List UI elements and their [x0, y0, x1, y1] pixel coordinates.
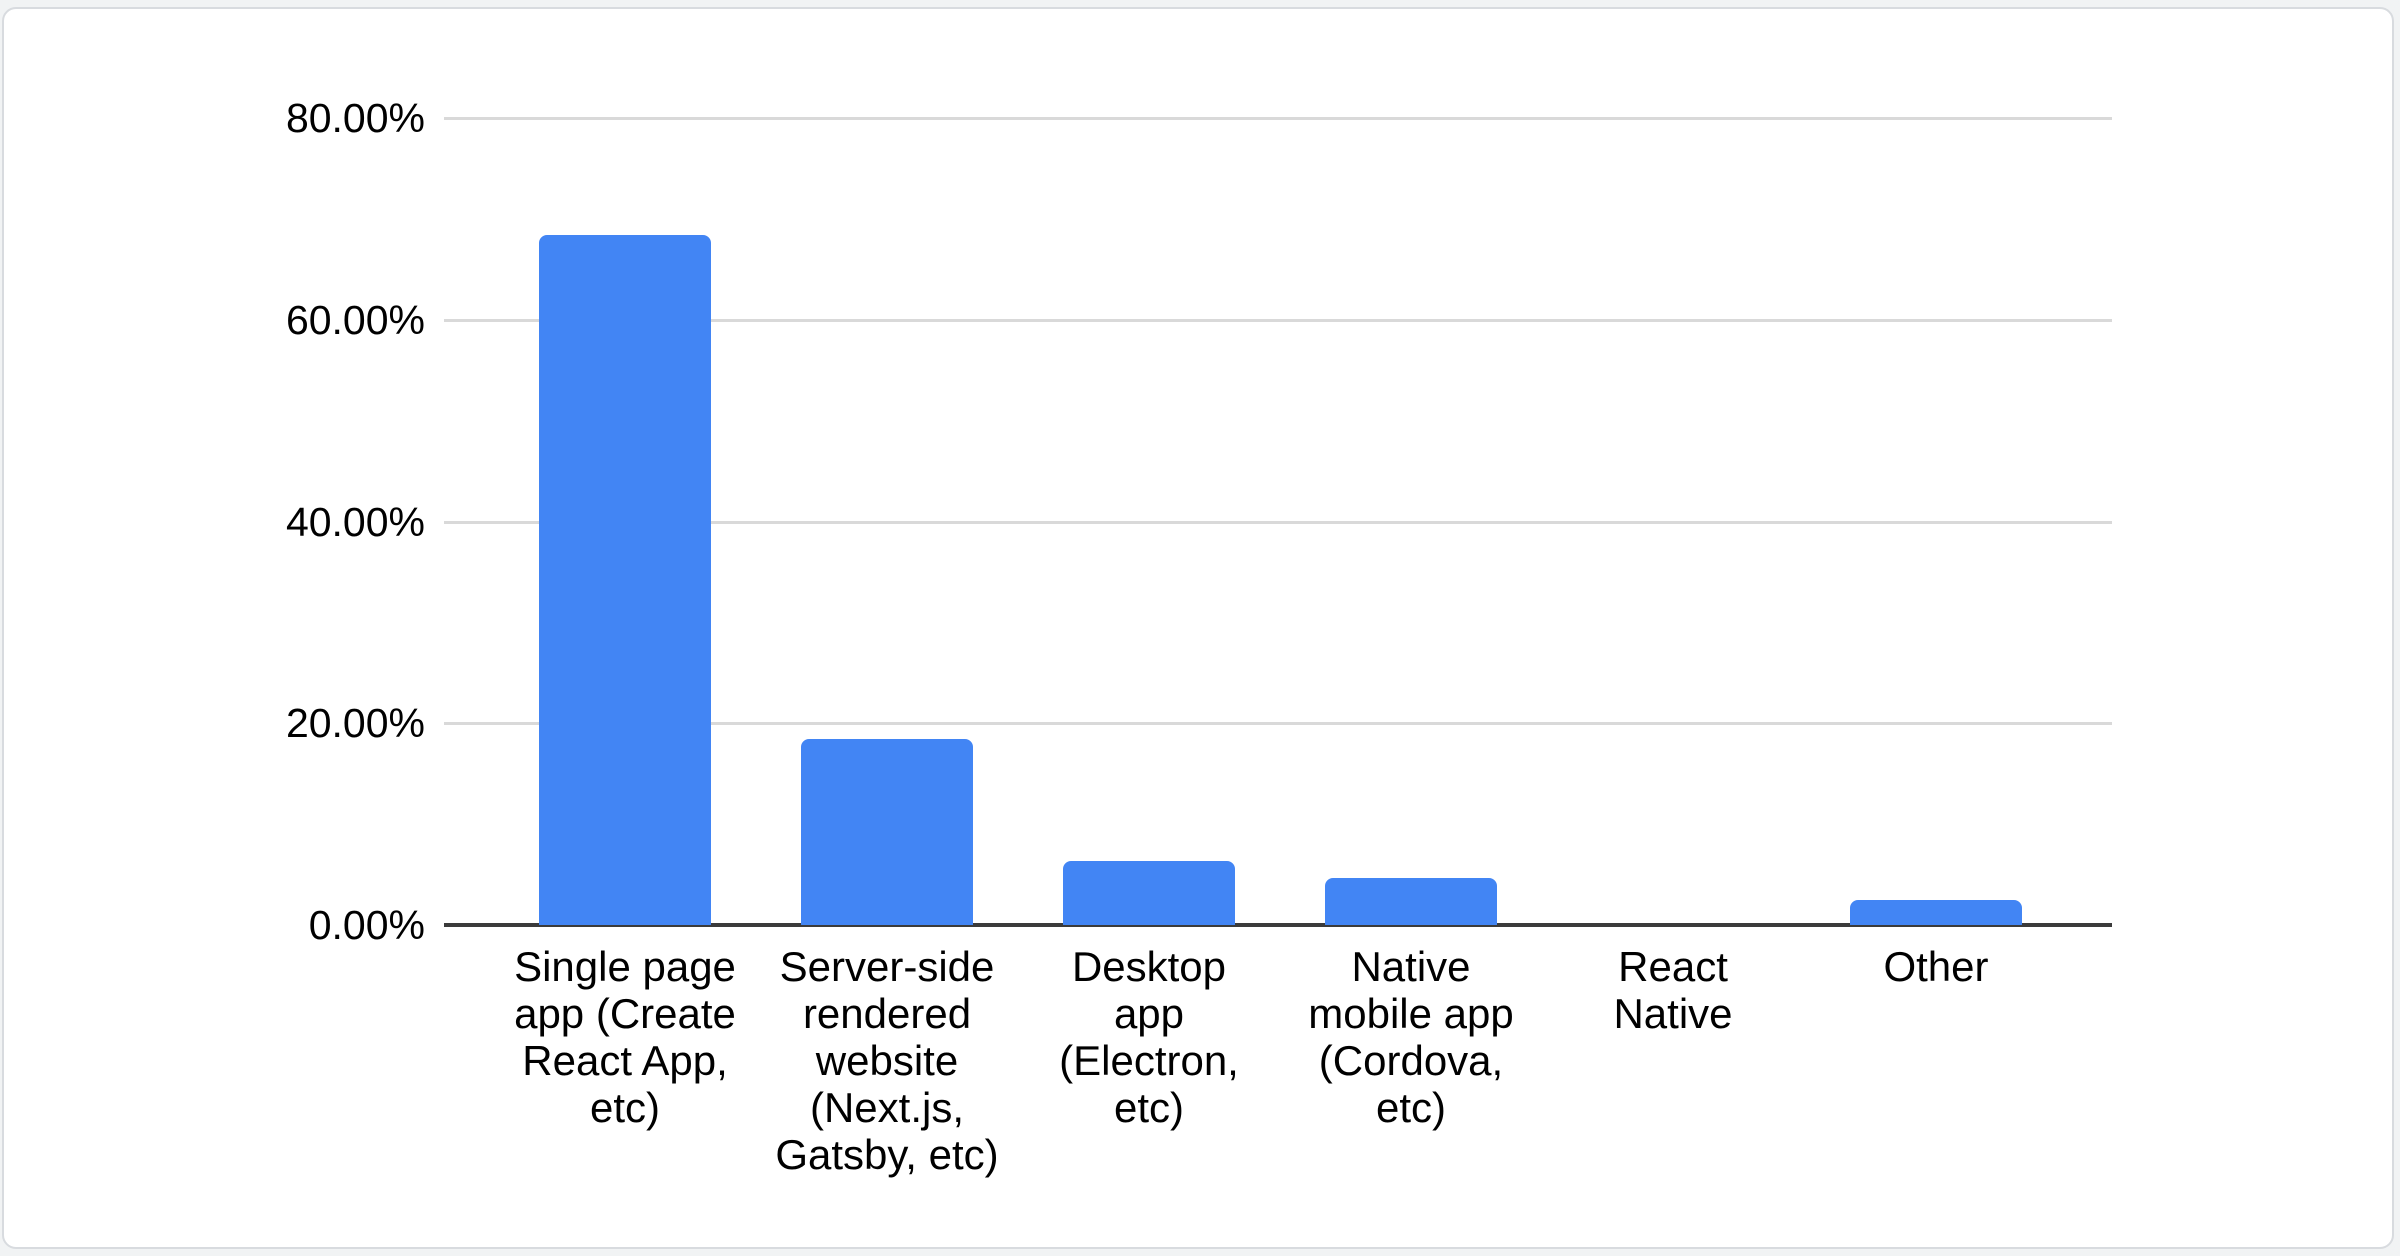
- bar[interactable]: [1063, 861, 1235, 925]
- gridline: [444, 722, 2112, 726]
- y-axis-tick-label: 0.00%: [308, 902, 425, 948]
- y-axis-tick-label: 60.00%: [285, 296, 425, 343]
- bar[interactable]: [1325, 878, 1497, 925]
- gridline: [444, 318, 2112, 322]
- y-axis-tick-label: 20.00%: [285, 700, 425, 747]
- y-axis-tick-label: 80.00%: [285, 95, 425, 141]
- bar[interactable]: [1850, 900, 2022, 925]
- x-axis-category-label: Other: [1883, 943, 1989, 990]
- x-axis-category-label: Server-side rendered website (Next.js, G…: [775, 943, 999, 1178]
- x-axis-category-label: Desktop app (Electron, etc): [1059, 943, 1239, 1131]
- x-axis-category-label: React Native: [1613, 943, 1733, 1037]
- x-axis-category-label: Native mobile app (Cordova, etc): [1308, 943, 1514, 1131]
- chart-card: 80.00% 60.00% 40.00% 20.00% 0.00% Single page…: [2, 7, 2394, 1249]
- gridline: [444, 520, 2112, 524]
- gridline: [444, 117, 2112, 120]
- bar[interactable]: [539, 235, 711, 925]
- y-axis-tick-label: 40.00%: [285, 498, 425, 545]
- x-axis-line: [444, 923, 2112, 927]
- bar[interactable]: [801, 739, 973, 925]
- bar-chart: 80.00% 60.00% 40.00% 20.00% 0.00% Single page…: [4, 9, 2392, 1247]
- x-axis-category-label: Single page app (Create React App, etc): [514, 943, 736, 1131]
